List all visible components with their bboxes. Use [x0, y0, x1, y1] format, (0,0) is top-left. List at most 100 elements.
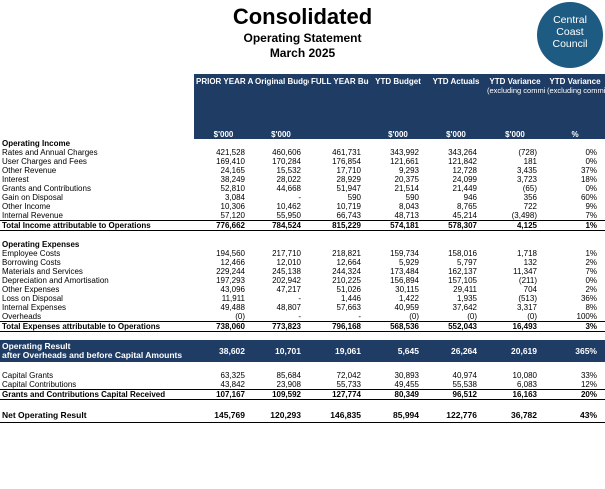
value-cell: 159,734	[390, 248, 419, 258]
item-row: Rates and Annual Charges 421,528 460,606 46…	[0, 148, 605, 157]
value-cell: 170,284	[272, 157, 301, 166]
column-header-label: YTD Actuals	[432, 77, 480, 86]
value-cell: 16,493	[485, 320, 545, 332]
column-header: YTD Budget	[369, 74, 427, 130]
value-cell: 5,797	[456, 257, 477, 267]
value-cell: 8,765	[456, 202, 477, 211]
value-cell: 194,560	[216, 248, 245, 258]
value-cell: 28,022	[276, 175, 301, 184]
column-header-sub: (excluding commitments)	[487, 86, 545, 95]
total-row: Total Income attributable to Operations 7…	[0, 220, 605, 231]
item-row: Other Revenue 24,165 15,532 17,710 9,293 12,7…	[0, 166, 605, 175]
item-row: Employee Costs 194,560 217,710 218,821 159,7…	[0, 249, 605, 258]
column-header: YTD Actuals	[427, 74, 485, 130]
title-block: Consolidated Operating Statement March 2…	[0, 4, 605, 61]
value-cell: 96,512	[427, 389, 485, 400]
value-cell: 17,710	[336, 166, 361, 175]
row-label: Grants and Contributions Capital Receive…	[0, 389, 194, 400]
value-cell: 11,347	[513, 266, 537, 276]
value-cell: 5,929	[398, 257, 419, 267]
value-cell: 10,462	[276, 202, 301, 211]
value-cell: -	[358, 311, 361, 321]
value-cell: -	[298, 293, 301, 303]
net-row: Net Operating Result 145,769 120,293 146,83…	[0, 408, 605, 423]
value-cell: 8,043	[398, 202, 419, 211]
value-cell: 43,842	[220, 380, 245, 389]
row-label: Operating Result after Overheads and befo…	[0, 340, 194, 362]
value-cell: 20,375	[394, 175, 419, 184]
value-cell: 8%	[585, 302, 597, 312]
value-cell: 145,769	[194, 408, 253, 423]
row-label: Rates and Annual Charges	[2, 148, 98, 157]
column-header: YTD Variance(excluding commitments)	[545, 74, 605, 130]
value-cell: 120,293	[253, 408, 309, 423]
value-cell: 20,619	[485, 340, 545, 362]
row-label: Borrowing Costs	[2, 257, 61, 267]
value-cell: 37,642	[452, 302, 477, 312]
row-label: Gain on Disposal	[2, 193, 63, 202]
item-row: Other Income 10,306 10,462 10,719 8,043 8,765…	[0, 202, 605, 211]
item-row: Capital Contributions 43,842 23,908 55,733 4…	[0, 380, 605, 390]
item-row: Depreciation and Amortisation 197,293 202,…	[0, 276, 605, 285]
value-cell: 36%	[580, 293, 597, 303]
unit-cell	[309, 130, 369, 139]
row-label: Grants and Contributions	[2, 184, 91, 193]
value-cell: 210,225	[332, 275, 361, 285]
column-header: PRIOR YEAR Actuals	[194, 74, 253, 130]
value-cell: 19,061	[309, 340, 369, 362]
value-cell: 461,731	[332, 148, 361, 157]
spacer-cell	[0, 362, 605, 371]
value-cell: 16,163	[485, 389, 545, 400]
value-cell: 146,835	[309, 408, 369, 423]
header-label-cell	[0, 74, 194, 130]
value-cell: 1,446	[340, 293, 361, 303]
logo-line-3: Council	[552, 38, 588, 50]
unit-cell: $'000	[427, 130, 485, 139]
value-cell: 0%	[585, 148, 597, 157]
report-period: March 2025	[269, 46, 336, 60]
value-cell: 158,016	[448, 248, 477, 258]
value-cell: 181	[523, 157, 537, 166]
value-cell: 815,229	[309, 220, 369, 231]
value-cell: 48,713	[394, 211, 419, 220]
value-cell: 552,043	[427, 320, 485, 332]
value-cell: 157,105	[448, 275, 477, 285]
value-cell: 343,264	[448, 148, 477, 157]
item-row: Grants and Contributions 52,810 44,668 51,9…	[0, 184, 605, 193]
value-cell: -	[298, 311, 301, 321]
section-label: Operating Income	[2, 139, 71, 148]
value-cell: 12,728	[452, 166, 477, 175]
value-cell: 30,115	[395, 284, 419, 294]
logo-line-1: Central	[553, 14, 587, 26]
value-cell: 10,701	[253, 340, 309, 362]
value-cell: 7%	[585, 266, 597, 276]
value-cell: 48,807	[276, 302, 301, 312]
item-row: Loss on Disposal 11,911 - 1,446 1,422 1,935 (5…	[0, 294, 605, 303]
value-cell: 55,950	[276, 211, 301, 220]
section-label: Operating Expenses	[2, 239, 80, 249]
total-row: Total Expenses attributable to Operation…	[0, 320, 605, 332]
value-cell: (65)	[522, 184, 537, 193]
column-header: YTD Variance(excluding commitments)	[485, 74, 545, 130]
value-cell: 10,306	[220, 202, 245, 211]
value-cell: 72,042	[336, 371, 361, 380]
value-cell: 1%	[585, 248, 597, 258]
value-cell: 47,217	[276, 284, 301, 294]
value-cell: 2%	[585, 284, 597, 294]
row-label: Overheads	[2, 311, 42, 321]
value-cell: 4,125	[485, 220, 545, 231]
value-cell: 229,244	[216, 266, 245, 276]
band-label-line-2: after Overheads and before Capital Amoun…	[2, 350, 183, 360]
value-cell: 176,854	[332, 157, 361, 166]
column-header: FULL YEAR Budget	[309, 74, 369, 130]
value-cell: 38,249	[220, 175, 245, 184]
item-row: Overheads (0) - - (0) (0) (0) 100%	[0, 312, 605, 322]
spacer-cell	[0, 331, 605, 340]
row-label: Internal Revenue	[2, 211, 63, 220]
value-cell: 40,959	[394, 302, 419, 312]
band-label-line-1: Operating Result	[2, 341, 71, 351]
unit-cell: $'000	[253, 130, 309, 139]
value-cell: (728)	[518, 148, 537, 157]
value-cell: 421,528	[216, 148, 245, 157]
value-cell: 169,410	[216, 157, 245, 166]
